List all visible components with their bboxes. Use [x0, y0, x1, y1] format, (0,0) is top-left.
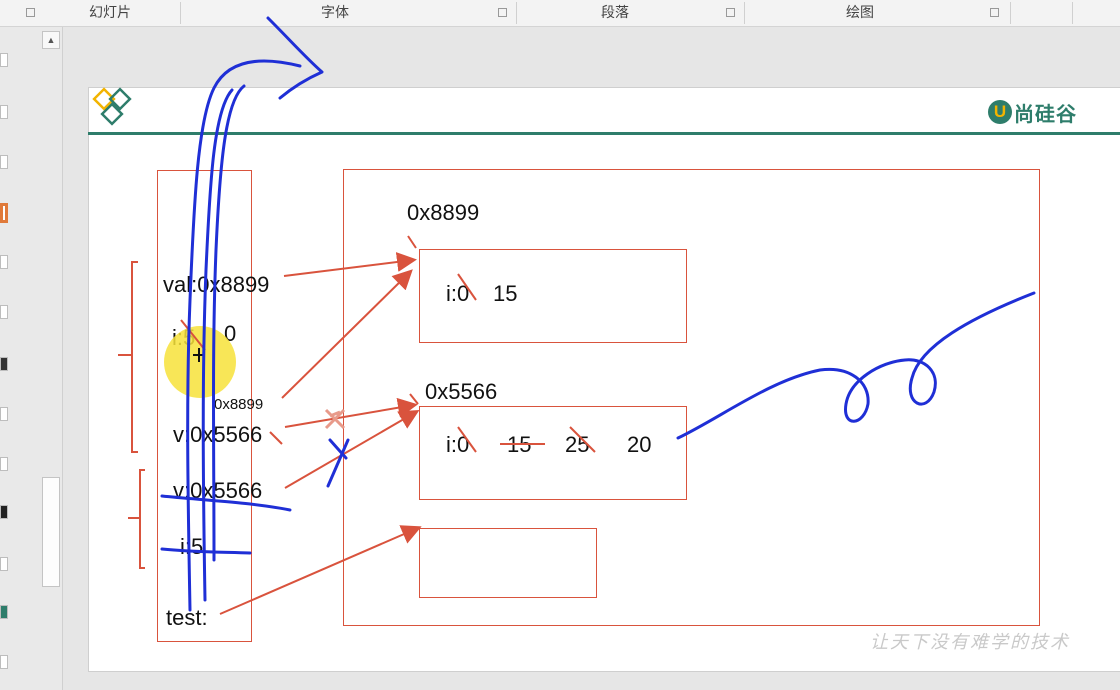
- slide-thumbnail[interactable]: [0, 605, 8, 619]
- ribbon-separator: [1010, 2, 1011, 24]
- paragraph-dialog-launcher-icon[interactable]: [726, 8, 735, 17]
- slide-thumbnail[interactable]: [0, 53, 8, 67]
- stack-var-test: test:: [166, 605, 208, 630]
- slide-thumbnail-selected[interactable]: [0, 203, 8, 223]
- slide-thumbnail[interactable]: [0, 655, 8, 669]
- stack-var-i: i:5: [172, 325, 196, 350]
- stack-var-v-second: v:0x5566: [173, 478, 263, 503]
- stack-v-new-address: 0x8899: [214, 396, 264, 413]
- slide-thumbnail[interactable]: [0, 105, 8, 119]
- heap-field-value-15: 15: [507, 432, 532, 457]
- ribbon-separator: [180, 2, 181, 24]
- stack-var-v-first: v:0x5566: [173, 422, 263, 447]
- slide-thumbnail[interactable]: [0, 255, 8, 269]
- drawing-dialog-launcher-icon[interactable]: [990, 8, 999, 17]
- scroll-up-icon[interactable]: ▲: [42, 31, 60, 49]
- stack-var-i-second: i:5: [180, 534, 204, 559]
- heap-address-0x8899: 0x8899: [407, 200, 480, 225]
- brand-name: 尚硅谷: [1014, 101, 1077, 126]
- slide-thumbnail[interactable]: [0, 505, 8, 519]
- scrollbar-thumb[interactable]: [42, 477, 60, 587]
- ribbon-group-font[interactable]: 字体: [321, 5, 349, 21]
- slide-thumbnail[interactable]: [0, 407, 8, 421]
- ribbon-bar: 幻灯片 字体 段落 绘图: [0, 0, 1120, 27]
- heap-object-0x5566: [419, 406, 687, 500]
- slide-thumbnail[interactable]: [0, 457, 8, 471]
- slide-thumbnail[interactable]: [0, 155, 8, 169]
- heap-object-empty: [419, 528, 597, 598]
- heap-field-i-old: i:0: [446, 281, 470, 306]
- ribbon-group-drawing[interactable]: 绘图: [846, 5, 874, 21]
- ribbon-group-slides[interactable]: 幻灯片: [89, 5, 131, 21]
- brand-mark-icon: U: [988, 100, 1012, 124]
- font-dialog-launcher-icon[interactable]: [498, 8, 507, 17]
- heap-field-value-25: 25: [565, 432, 590, 457]
- thumbnail-scrollbar[interactable]: ▲: [40, 27, 63, 690]
- dialog-launcher-icon[interactable]: [26, 8, 35, 17]
- ribbon-separator: [516, 2, 517, 24]
- heap-field-value-20: 20: [627, 432, 652, 457]
- ribbon-separator: [1072, 2, 1073, 24]
- heap-field-i-old: i:0: [446, 432, 470, 457]
- heap-field-i-new: 15: [493, 281, 518, 306]
- heap-address-0x5566: 0x5566: [425, 379, 498, 404]
- slide-thumbnail[interactable]: [0, 357, 8, 371]
- slide-thumbnail-pane[interactable]: [0, 27, 41, 690]
- stack-var-i-new-value: 0: [224, 321, 237, 346]
- header-rule: [88, 132, 1120, 135]
- stack-var-val: val:0x8899: [163, 272, 270, 297]
- slide-thumbnail[interactable]: [0, 305, 8, 319]
- watermark-text: 让天下没有难学的技术: [870, 632, 1070, 653]
- ribbon-separator: [744, 2, 745, 24]
- ribbon-group-paragraph[interactable]: 段落: [601, 5, 629, 21]
- slide-thumbnail[interactable]: [0, 557, 8, 571]
- brand-logo: U 尚硅谷: [988, 97, 1077, 127]
